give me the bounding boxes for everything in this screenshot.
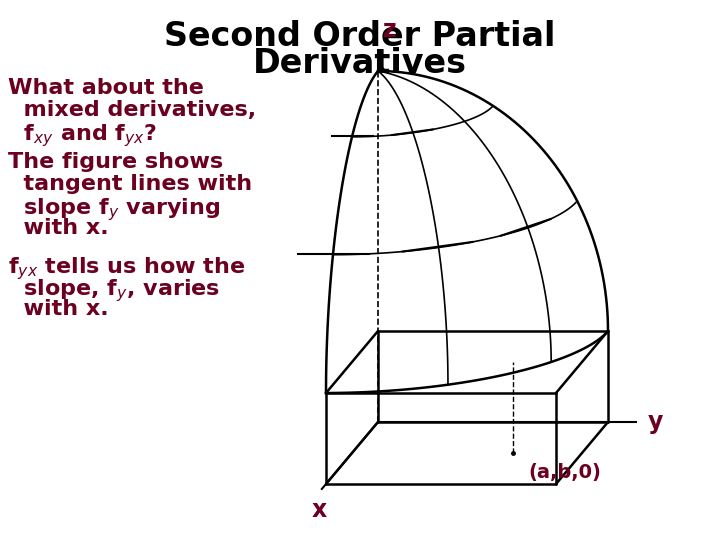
Text: with x.: with x. <box>8 218 109 238</box>
Text: slope f$_y$ varying: slope f$_y$ varying <box>8 196 220 223</box>
Text: slope, f$_y$, varies: slope, f$_y$, varies <box>8 277 220 304</box>
Text: x: x <box>311 498 326 522</box>
Text: f$_{yx}$ tells us how the: f$_{yx}$ tells us how the <box>8 255 246 282</box>
Text: Second Order Partial: Second Order Partial <box>164 20 556 53</box>
Text: Derivatives: Derivatives <box>253 47 467 80</box>
Text: mixed derivatives,: mixed derivatives, <box>8 100 256 120</box>
Text: (a,b,0): (a,b,0) <box>528 463 601 482</box>
Text: What about the: What about the <box>8 78 204 98</box>
Text: y: y <box>647 410 663 434</box>
Text: The figure shows: The figure shows <box>8 152 223 172</box>
Text: f$_{xy}$ and f$_{yx}$?: f$_{xy}$ and f$_{yx}$? <box>8 122 157 149</box>
Text: tangent lines with: tangent lines with <box>8 174 252 194</box>
Text: z: z <box>383 18 397 42</box>
Text: with x.: with x. <box>8 299 109 319</box>
